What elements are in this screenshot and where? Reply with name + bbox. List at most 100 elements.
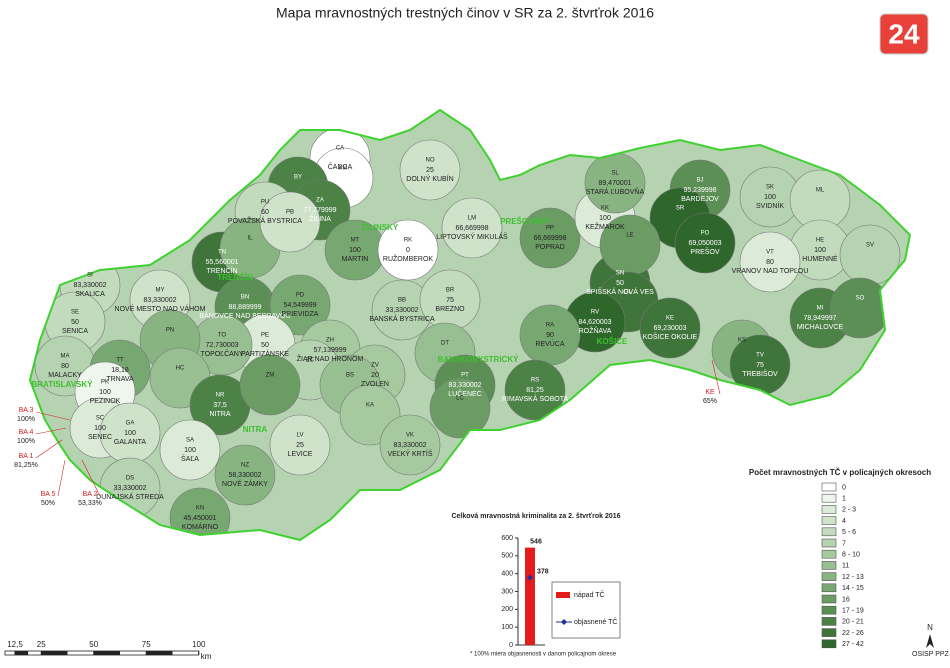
district-value: 95,239998: [683, 187, 716, 194]
district-name: HUMENNÉ: [802, 254, 838, 263]
district-value: 33,330002: [113, 485, 146, 492]
district-code: RA: [546, 323, 554, 329]
chart-title: Celková mravnostná kriminalita za 2. štv…: [451, 513, 620, 520]
district-code: SC: [96, 416, 105, 422]
district-code: PO: [701, 231, 710, 237]
district-code: ZA: [316, 198, 324, 204]
district-value: 77,779999: [303, 207, 336, 214]
district-name: SVIDNÍK: [756, 201, 784, 210]
district-value: 90: [546, 332, 554, 339]
legend-swatch: [821, 538, 837, 548]
legend-label: nápad TČ: [574, 590, 605, 599]
district-code: GA: [126, 421, 135, 427]
y-tick-label: 300: [501, 588, 513, 595]
legend-label: 11: [842, 563, 849, 570]
district-name: DOLNÝ KUBÍN: [406, 174, 453, 183]
district-value: 80: [61, 363, 69, 370]
legend-label: 22 - 26: [842, 630, 864, 637]
callout-label: BA 4: [19, 429, 34, 436]
district-code: ZV: [371, 363, 379, 369]
district-code: SL: [611, 171, 619, 177]
district-value: 80: [766, 259, 774, 266]
district-code: PB: [286, 210, 294, 216]
callout-line: [711, 359, 721, 395]
district: [441, 197, 503, 259]
district-value: 100: [814, 247, 826, 254]
callout-line: [81, 459, 101, 497]
district-name: ZVOLEN: [361, 381, 389, 388]
legend-label: 5 - 6: [842, 529, 856, 536]
district-code: TT: [116, 358, 124, 364]
district-name: NOVÉ ZÁMKY: [222, 479, 268, 488]
district-name: PEZINOK: [90, 398, 121, 405]
scale-segment: [15, 651, 29, 655]
district-value: 83,330002: [73, 282, 106, 289]
district-value: 83,330002: [393, 442, 426, 449]
legend-label: 17 - 19: [842, 608, 864, 615]
district-code: KA: [366, 403, 374, 409]
region-label: BANSKOBYSTRICKÝ: [438, 355, 520, 364]
district-value: 58,330002: [228, 472, 261, 479]
district-value: 72,730003: [205, 342, 238, 349]
district-name: SKALICA: [75, 291, 105, 298]
district-name: PARTIZÁNSKE: [241, 349, 289, 358]
district-code: KE: [666, 316, 674, 322]
legend-swatch: [821, 583, 837, 593]
district-code: SR: [676, 206, 685, 212]
district-code: SO: [856, 296, 865, 302]
district-code: MA: [61, 354, 70, 360]
y-tick-label: 200: [501, 606, 513, 613]
region-label: ŽILINSKÝ: [362, 223, 399, 232]
district-code: TN: [218, 250, 226, 256]
scale-segment: [146, 651, 173, 655]
y-tick-label: 500: [501, 553, 513, 560]
data-label: 546: [530, 538, 542, 545]
district: [399, 139, 461, 201]
district-name: TRNAVA: [106, 376, 134, 383]
district-name: ŽIAR NAD HRONOM: [297, 354, 364, 363]
district-code: BB: [398, 298, 406, 304]
district-value: 18,18: [111, 367, 129, 374]
district-code: LC: [456, 396, 464, 402]
district-value: 100: [99, 389, 111, 396]
district: [269, 414, 331, 476]
district-name: ROŽŇAVA: [579, 326, 612, 335]
y-tick-label: 100: [501, 624, 513, 631]
district-name: BANSKÁ BYSTRICA: [369, 314, 435, 323]
district-value: 57,139999: [313, 347, 346, 354]
district-name: POVAŽSKÁ BYSTRICA: [228, 216, 302, 225]
callout-line: [35, 439, 63, 459]
callout-value: 100%: [17, 438, 35, 445]
north-label: N: [927, 623, 933, 632]
districts: [30, 110, 910, 540]
district-name: ČADCA: [328, 162, 353, 171]
district-value: 69,050003: [688, 240, 721, 247]
legend-label: 7: [842, 540, 846, 547]
district-name: TRENČÍN: [206, 266, 237, 275]
district-code: BN: [241, 295, 249, 301]
district-name: VRANOV NAD TOPĽOU: [732, 268, 809, 275]
callout-value: 53,33%: [78, 500, 102, 507]
district-code: PU: [261, 200, 269, 206]
district-name: BREZNO: [435, 306, 465, 313]
legend-swatch: [821, 527, 837, 537]
district-value: 54,549999: [283, 302, 316, 309]
legend-swatch: [821, 549, 837, 559]
region-label: KOŠICE: [597, 337, 628, 346]
district-code: ZC: [306, 358, 315, 364]
scale-segment: [93, 651, 120, 655]
district-code: BJ: [696, 178, 703, 184]
point: [527, 574, 533, 581]
district-code: LV: [297, 433, 304, 439]
district-code: IL: [247, 236, 253, 242]
district-name: BÁNOVCE NAD BEBRAVOU: [199, 311, 290, 320]
district-name: ŠAĽA: [181, 454, 199, 463]
district-name: TOPOĽČANY: [200, 349, 243, 358]
district-name: PREŠOV: [690, 247, 720, 256]
district-name: TREBIŠOV: [742, 369, 778, 378]
district-value: 83,330002: [143, 297, 176, 304]
callout-line: [35, 427, 67, 435]
district-name: SPIŠSKÁ NOVÁ VES: [586, 287, 654, 296]
legend-swatch: [821, 516, 837, 525]
legend-label: 8 - 10: [842, 552, 860, 559]
